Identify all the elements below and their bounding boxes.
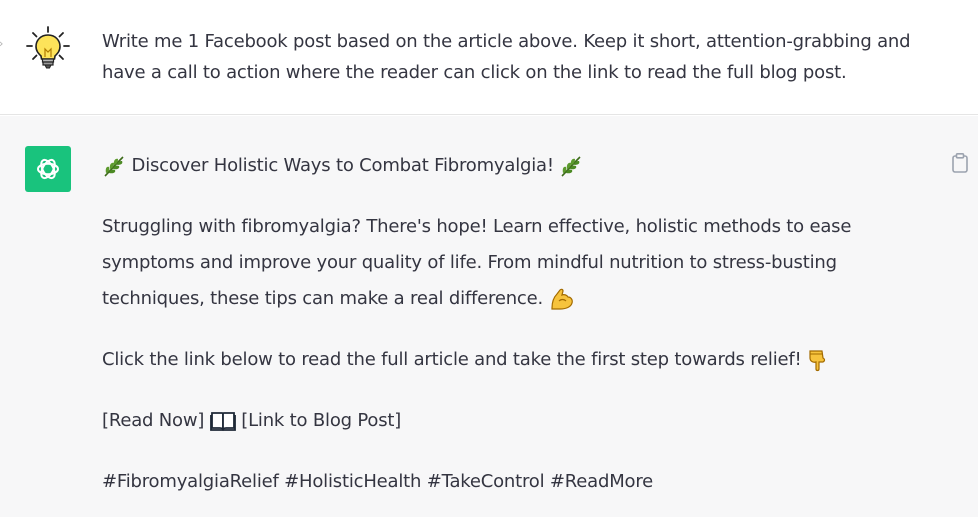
herb-leaf-icon — [102, 154, 126, 178]
blog-post-link[interactable]: [Link to Blog Post] — [241, 410, 402, 431]
assistant-message-row: Discover Holistic Ways to Combat Fibromy… — [0, 116, 978, 517]
user-message-text: Write me 1 Facebook post based on the ar… — [102, 31, 911, 83]
post-cta-text: Click the link below to read the full ar… — [102, 349, 802, 370]
copy-button[interactable] — [950, 152, 970, 174]
post-headline: Discover Holistic Ways to Combat Fibromy… — [102, 151, 942, 181]
open-book-icon — [209, 410, 236, 432]
user-message-row: › Write me 1 Facebook post based on the … — [0, 0, 978, 115]
chevron-right-icon: › — [0, 38, 3, 49]
openai-logo-icon — [25, 146, 71, 192]
post-cta: Click the link below to read the full ar… — [102, 345, 942, 375]
flexed-biceps-icon — [549, 287, 575, 311]
post-hashtags: #FibromyalgiaRelief #HolisticHealth #Tak… — [102, 471, 654, 492]
post-body: Struggling with fibromyalgia? There's ho… — [102, 209, 942, 317]
pointing-down-icon — [807, 348, 827, 372]
lightbulb-icon — [24, 24, 72, 72]
clipboard-icon — [952, 152, 968, 173]
post-headline-text: Discover Holistic Ways to Combat Fibromy… — [131, 155, 555, 176]
post-link-line: [Read Now] [Link to Blog Post] — [102, 406, 942, 436]
post-body-text: Struggling with fibromyalgia? There's ho… — [102, 216, 852, 309]
read-now-text: [Read Now] — [102, 410, 205, 431]
herb-leaf-icon — [559, 154, 583, 178]
